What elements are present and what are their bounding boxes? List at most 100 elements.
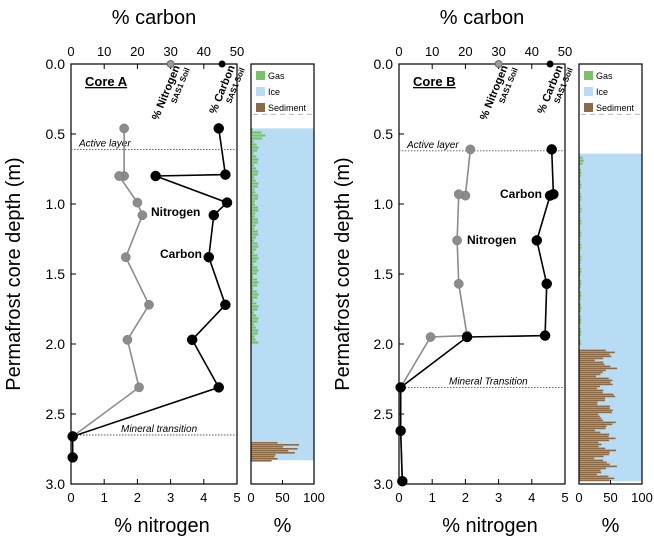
sediment-bar bbox=[579, 431, 601, 434]
sediment-bar bbox=[579, 377, 609, 380]
sediment-bar bbox=[579, 473, 597, 476]
top-tick-label: 10 bbox=[425, 44, 439, 59]
y-tick-label: 2.0 bbox=[374, 336, 394, 352]
sediment-bar bbox=[579, 371, 603, 374]
sediment-bar bbox=[251, 458, 278, 460]
gas-bar bbox=[579, 183, 582, 186]
data-point-carbon bbox=[220, 299, 231, 311]
gas-bar bbox=[251, 284, 257, 287]
gas-bar bbox=[579, 249, 581, 252]
sediment-bar bbox=[579, 443, 602, 446]
data-point-carbon bbox=[541, 278, 552, 290]
y-tick-label: 0.0 bbox=[374, 56, 394, 72]
composition-tick-label: 100 bbox=[631, 490, 653, 505]
gas-bar bbox=[579, 237, 581, 240]
legend-swatch-gas bbox=[584, 71, 593, 80]
gas-bar bbox=[251, 185, 258, 188]
gas-bar bbox=[251, 242, 258, 245]
sediment-bar bbox=[251, 450, 289, 452]
sediment-bar bbox=[579, 359, 595, 362]
gas-bar bbox=[251, 158, 259, 161]
gas-bar bbox=[579, 267, 582, 270]
sediment-bar bbox=[579, 405, 611, 408]
y-tick-label: 0.0 bbox=[46, 56, 66, 72]
gas-bar bbox=[251, 128, 253, 131]
gas-bar bbox=[251, 131, 262, 134]
gas-bar bbox=[251, 152, 254, 155]
gas-bar bbox=[251, 278, 257, 281]
gas-bar bbox=[251, 263, 254, 266]
sediment-bar bbox=[579, 403, 598, 406]
gas-bar bbox=[579, 273, 581, 276]
sediment-bar bbox=[579, 393, 614, 396]
gas-bar bbox=[251, 230, 258, 233]
y-tick-label: 0.5 bbox=[46, 126, 66, 142]
composition-panel: 0 50 100% Gas Ice Sediment bbox=[247, 63, 325, 537]
sediment-bar bbox=[579, 355, 612, 358]
annotation-label: Active layer bbox=[78, 138, 131, 149]
sediment-bar bbox=[579, 363, 605, 366]
gas-bar bbox=[251, 272, 257, 275]
series-line-nitrogen bbox=[399, 149, 472, 482]
gas-bar bbox=[579, 327, 581, 330]
y-tick-label: 3.0 bbox=[46, 476, 66, 492]
y-tick-label: 3.0 bbox=[374, 476, 394, 492]
sediment-bar bbox=[579, 369, 606, 372]
data-point-carbon bbox=[539, 330, 551, 341]
top-tick-label: 0 bbox=[67, 44, 74, 59]
bottom-tick-label: 2 bbox=[462, 490, 469, 505]
composition-axis-label: % bbox=[602, 515, 620, 537]
gas-bar bbox=[251, 149, 258, 152]
composition-tick-label: 50 bbox=[603, 490, 617, 505]
gas-bar bbox=[579, 225, 581, 228]
sediment-bar bbox=[251, 456, 275, 458]
carbon-soil-marker bbox=[546, 60, 554, 68]
series-label-nitrogen: Nitrogen bbox=[467, 233, 516, 247]
gas-bar bbox=[251, 329, 259, 332]
gas-bar bbox=[579, 294, 582, 297]
gas-bar bbox=[251, 221, 259, 224]
gas-bar bbox=[251, 245, 259, 248]
data-point-nitrogen bbox=[453, 278, 464, 289]
gas-bar bbox=[251, 341, 259, 344]
sediment-bar bbox=[579, 383, 613, 386]
y-tick-label: 1.5 bbox=[374, 266, 394, 282]
gas-bar bbox=[579, 231, 582, 234]
gas-bar bbox=[579, 192, 581, 195]
data-point-carbon bbox=[67, 431, 78, 442]
data-point-carbon bbox=[221, 197, 233, 208]
gas-bar bbox=[251, 305, 259, 308]
nitrogen-soil-marker bbox=[494, 60, 503, 68]
bottom-tick-label: 0 bbox=[67, 490, 74, 505]
data-point-nitrogen bbox=[119, 123, 129, 134]
series-line-nitrogen bbox=[71, 128, 150, 458]
gas-bar bbox=[251, 140, 254, 143]
bottom-tick-label: 5 bbox=[233, 490, 240, 505]
gas-bar bbox=[251, 197, 259, 200]
data-point-carbon bbox=[186, 334, 198, 346]
legend-swatch-sediment bbox=[584, 103, 593, 112]
composition-panel: 0 50 100% Gas Ice Sediment bbox=[575, 63, 653, 537]
gas-bar bbox=[251, 296, 258, 299]
top-axis-label: % carbon bbox=[440, 7, 525, 29]
sediment-bar bbox=[251, 448, 298, 450]
gas-bar bbox=[579, 255, 582, 258]
sediment-bar bbox=[579, 365, 611, 368]
sediment-bar bbox=[579, 351, 615, 354]
sediment-bar bbox=[579, 385, 601, 388]
sediment-bar bbox=[579, 413, 599, 416]
data-point-nitrogen bbox=[132, 197, 143, 208]
top-tick-label: 30 bbox=[163, 44, 177, 59]
sediment-bar bbox=[579, 455, 604, 458]
sediment-bar bbox=[579, 461, 607, 464]
gas-bar bbox=[251, 251, 254, 254]
data-point-carbon bbox=[544, 190, 556, 201]
gas-bar bbox=[251, 215, 255, 218]
sediment-bar bbox=[579, 447, 606, 450]
gas-bar bbox=[579, 195, 582, 198]
data-point-carbon bbox=[213, 123, 224, 134]
sediment-bar bbox=[579, 441, 599, 444]
gas-bar bbox=[251, 161, 258, 164]
data-point-nitrogen bbox=[144, 299, 154, 310]
data-point-carbon bbox=[67, 452, 78, 463]
